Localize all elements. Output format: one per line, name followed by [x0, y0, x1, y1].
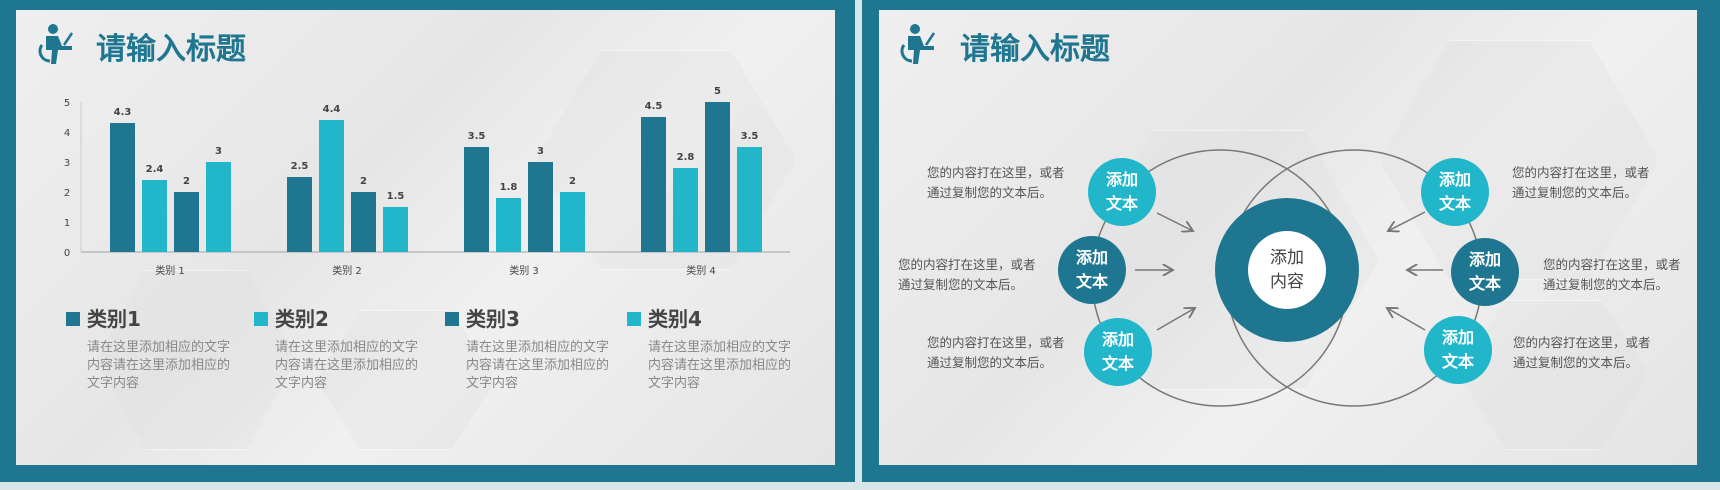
category-label: 类别 1 [155, 264, 185, 277]
data-label: 3.5 [468, 131, 486, 142]
bar [673, 168, 698, 252]
bar [641, 117, 666, 252]
y-tick-label: 0 [64, 248, 70, 259]
data-label: 2 [360, 176, 367, 187]
node-description: 您的内容打在这里，或者通过复制您的文本后。 [1543, 257, 1681, 292]
bar [560, 192, 585, 252]
center-label: 添加内容 [1270, 248, 1304, 292]
data-label: 2.4 [146, 164, 164, 175]
background-hexagon [316, 310, 496, 450]
node-description: 您的内容打在这里，或者通过复制您的文本后。 [927, 165, 1065, 200]
data-label: 1.8 [500, 182, 518, 193]
arrow [1387, 308, 1426, 331]
bar [737, 147, 762, 252]
node-label: 添加文本 [1105, 170, 1138, 213]
right-slide: 请输入标题 [862, 0, 1720, 482]
center-core [1248, 231, 1326, 309]
node-description: 您的内容打在这里，或者通过复制您的文本后。 [1512, 165, 1650, 200]
legend-label: 类别4 [648, 307, 702, 331]
data-label: 2 [183, 176, 190, 187]
data-label: 2 [569, 176, 576, 187]
bar [383, 207, 408, 252]
bar [464, 147, 489, 252]
node-circle: 添加文本 [1058, 236, 1126, 304]
page-title: 请输入标题 [960, 32, 1110, 67]
legend-description: 请在这里添加相应的文字内容请在这里添加相应的文字内容 [87, 340, 231, 391]
legend-description: 请在这里添加相应的文字内容请在这里添加相应的文字内容 [466, 340, 610, 391]
node-label: 添加文本 [1438, 170, 1471, 213]
node-description: 您的内容打在这里，或者通过复制您的文本后。 [927, 335, 1065, 370]
node-circle: 添加文本 [1084, 318, 1152, 386]
person-at-desk-icon [38, 24, 74, 64]
bar [319, 120, 344, 252]
legend-swatch [627, 312, 641, 326]
legend-swatch [66, 312, 80, 326]
legend-label: 类别3 [466, 307, 520, 331]
data-label: 1.5 [387, 191, 405, 202]
data-label: 4.4 [323, 104, 341, 115]
bar [206, 162, 231, 252]
arrow [1156, 212, 1193, 231]
node-label: 添加文本 [1441, 328, 1474, 371]
node-circle: 添加文本 [1088, 158, 1156, 226]
bar [287, 177, 312, 252]
y-tick-label: 4 [64, 128, 70, 139]
left-slide-panel [16, 10, 835, 465]
node-label: 添加文本 [1101, 330, 1134, 373]
node-circle: 添加文本 [1424, 316, 1492, 384]
category-label: 类别 3 [509, 264, 539, 277]
page-title: 请输入标题 [96, 32, 246, 67]
legend-label: 类别2 [275, 307, 329, 331]
legend-swatch [254, 312, 268, 326]
y-tick-label: 3 [64, 158, 70, 169]
data-label: 2.8 [677, 152, 695, 163]
person-at-desk-icon [900, 24, 936, 64]
bar [174, 192, 199, 252]
legend-label: 类别1 [87, 307, 141, 331]
bar [496, 198, 521, 252]
node-description: 您的内容打在这里，或者通过复制您的文本后。 [1513, 335, 1651, 370]
legend-description: 请在这里添加相应的文字内容请在这里添加相应的文字内容 [648, 340, 792, 391]
legend-swatch [445, 312, 459, 326]
legend-description: 请在这里添加相应的文字内容请在这里添加相应的文字内容 [275, 340, 419, 391]
bar [528, 162, 553, 252]
y-tick-label: 5 [64, 98, 70, 109]
category-label: 类别 4 [686, 264, 716, 277]
bar [110, 123, 135, 252]
node-label: 添加文本 [1075, 248, 1108, 291]
bar [351, 192, 376, 252]
data-label: 5 [714, 86, 721, 97]
data-label: 4.5 [645, 101, 663, 112]
bar-chart: 0 1 2 3 4 5 4.3 2.4 2 3 类别 1 2.5 4.4 2 1.5 类别 2 3.5 1.8 3 2… [64, 86, 790, 277]
node-label: 添加文本 [1468, 250, 1501, 293]
data-label: 3 [215, 146, 222, 157]
data-label: 4.3 [114, 107, 132, 118]
node-description: 您的内容打在这里，或者通过复制您的文本后。 [898, 257, 1036, 292]
data-label: 3.5 [741, 131, 759, 142]
node-circle: 添加文本 [1421, 158, 1489, 226]
node-circle: 添加文本 [1451, 238, 1519, 306]
category-label: 类别 2 [332, 264, 362, 277]
y-tick-label: 2 [64, 188, 70, 199]
bar [705, 102, 730, 252]
arrow [1156, 308, 1195, 331]
data-label: 2.5 [291, 161, 309, 172]
y-tick-label: 1 [64, 218, 70, 229]
data-label: 3 [537, 146, 544, 157]
arrow [1388, 211, 1426, 231]
bar [142, 180, 167, 252]
left-slide: 请输入标题 0 1 2 3 4 5 4.3 2.4 2 3 类别 1 2.5 4.4 2 1.5 类别 2 3.… [0, 0, 855, 482]
